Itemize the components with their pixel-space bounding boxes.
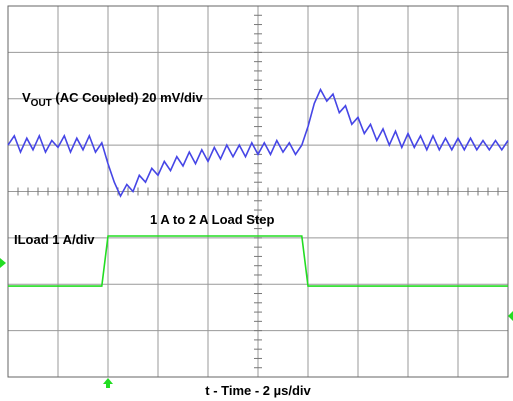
vout-label: VOUT (AC Coupled) 20 mV/div	[22, 90, 204, 109]
vout-rest: (AC Coupled) 20 mV/div	[52, 90, 204, 105]
trigger-stem	[106, 384, 110, 388]
trigger-marker	[103, 378, 113, 384]
grid	[7, 5, 509, 378]
vout-sub: OUT	[31, 98, 52, 109]
annotation: ILoad 1 A/div	[14, 232, 95, 247]
trace	[8, 235, 508, 287]
x-axis-label: t - Time - 2 µs/div	[205, 383, 311, 398]
vout-main: V	[22, 90, 31, 105]
right-marker	[508, 311, 513, 321]
ch2-marker	[0, 258, 6, 268]
trace	[7, 87, 509, 198]
frame	[7, 5, 509, 378]
annotation: 1 A to 2 A Load Step	[150, 212, 275, 227]
traces	[7, 87, 509, 287]
